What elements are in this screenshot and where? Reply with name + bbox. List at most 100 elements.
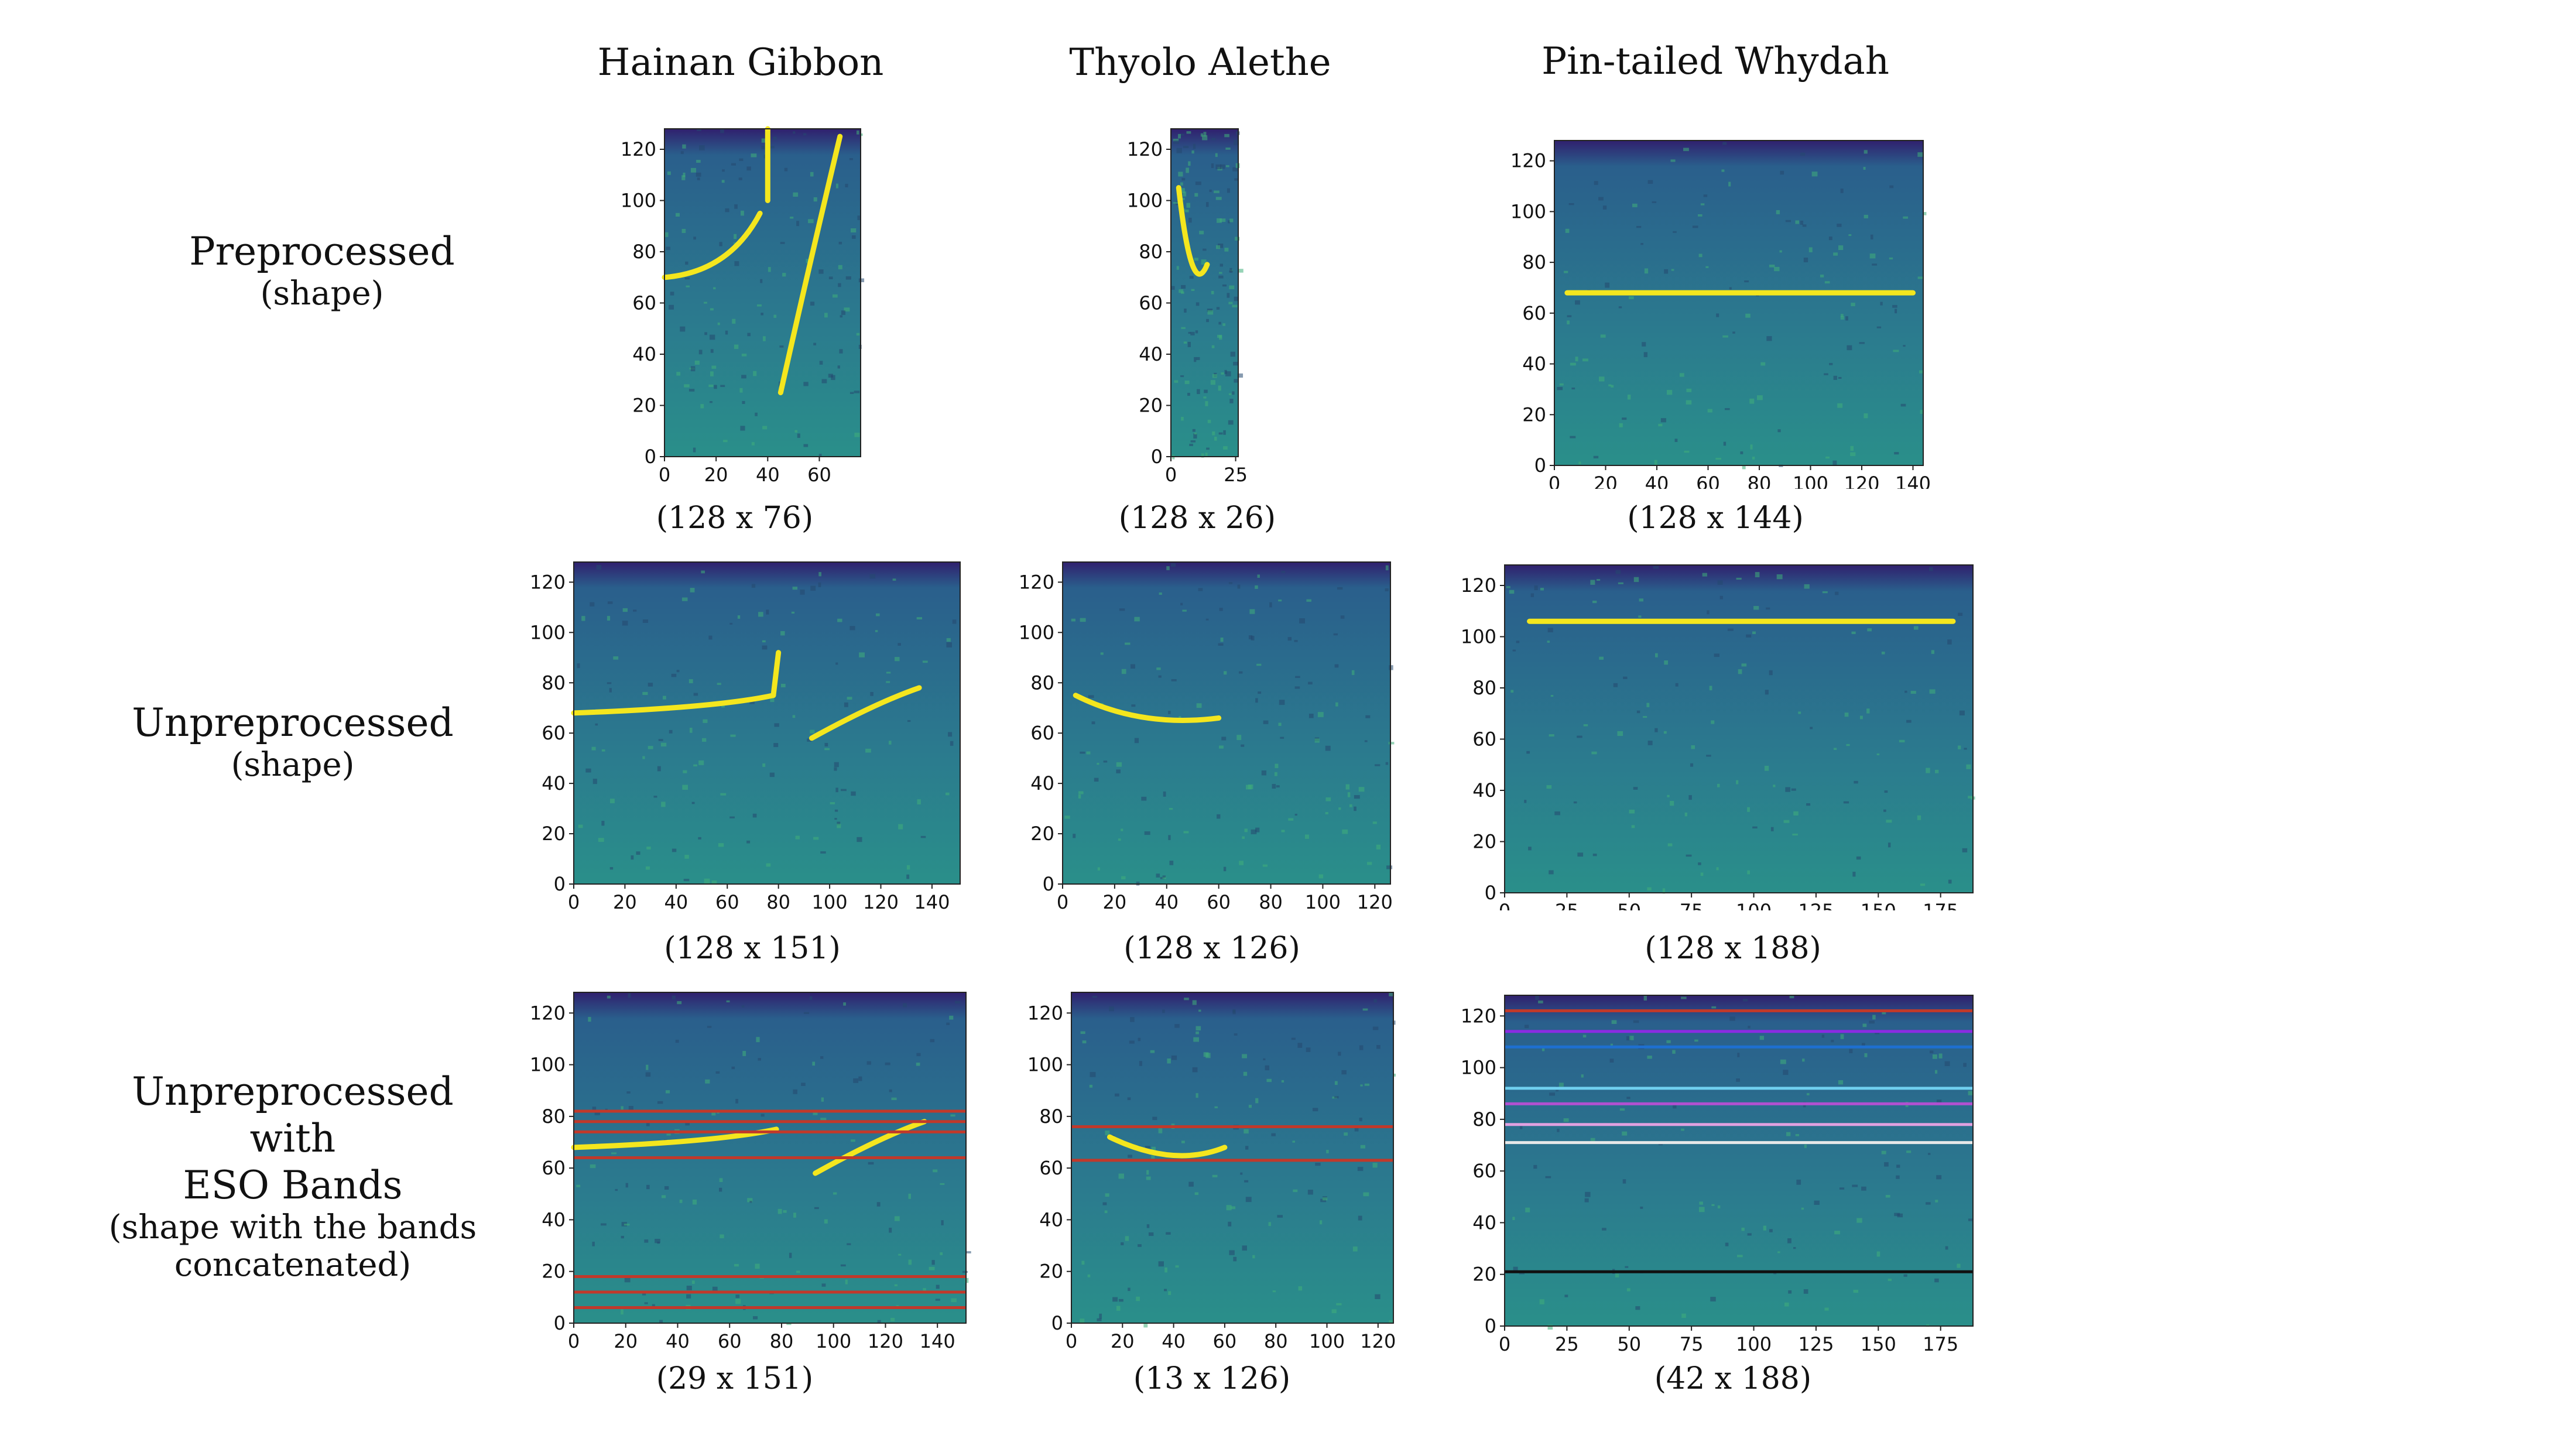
noise-speck [761,146,765,150]
noise-speck [645,1072,651,1077]
noise-speck [1189,443,1193,446]
noise-speck [1849,1049,1853,1054]
noise-speck [1265,1065,1270,1071]
noise-speck [834,767,837,771]
noise-speck [1716,313,1719,317]
noise-speck [940,1183,945,1185]
noise-speck [1660,418,1666,423]
noise-speck [820,1056,824,1059]
noise-speck [1594,181,1598,185]
x-tick-label: 50 [1617,1333,1641,1352]
noise-speck [1118,1173,1124,1179]
y-tick-label: 80 [1472,677,1496,699]
noise-speck [1195,181,1201,186]
noise-speck [1810,727,1813,729]
noise-speck [1121,828,1123,831]
noise-speck [1592,854,1597,857]
noise-speck [1363,1192,1369,1197]
x-tick-label: 120 [1844,472,1879,489]
noise-speck [870,691,873,696]
y-tick-label: 120 [1027,1002,1063,1024]
noise-speck [1934,1070,1938,1074]
noise-speck [1852,1184,1858,1187]
noise-speck [1633,787,1638,790]
y-tick-label: 120 [1019,571,1054,593]
noise-speck [1748,1026,1751,1029]
noise-speck [648,683,653,687]
noise-speck [796,1270,800,1273]
noise-speck [755,1263,760,1269]
noise-speck [1248,784,1253,789]
noise-speck [1223,446,1228,450]
noise-speck [1334,1096,1339,1099]
noise-speck [769,772,775,777]
noise-speck [890,1318,895,1322]
noise-speck [1233,1256,1237,1262]
noise-speck [1320,1198,1327,1203]
noise-speck [810,172,814,177]
noise-speck [1627,395,1631,400]
noise-speck [1773,785,1776,787]
noise-speck [1684,450,1690,453]
noise-speck [1229,1250,1235,1255]
noise-speck [1795,220,1800,224]
noise-speck [1294,813,1297,816]
noise-speck [661,1195,666,1198]
y-tick-label: 20 [1030,823,1054,845]
noise-speck [818,269,824,274]
noise-speck [1577,735,1582,738]
call-trace [1176,185,1210,277]
noise-speck [729,816,735,818]
noise-speck [715,1071,720,1074]
noise-speck [1929,689,1936,694]
noise-speck [1171,679,1177,681]
noise-speck [1236,735,1242,741]
noise-speck [1752,826,1758,829]
y-tick-label: 120 [530,1002,566,1024]
noise-speck [1119,608,1125,611]
y-tick-label: 100 [1019,621,1054,643]
noise-speck [1194,193,1198,197]
noise-speck [952,619,957,624]
noise-speck [1658,423,1663,427]
noise-speck [598,838,604,842]
y-tick-label: 40 [542,772,566,794]
noise-speck [1837,224,1842,227]
x-tick-label: 125 [1798,900,1834,910]
noise-speck [1163,791,1166,797]
noise-speck [1821,1034,1825,1038]
noise-speck [1749,398,1755,404]
noise-speck [1160,876,1164,879]
call-trace [813,1119,927,1176]
noise-speck [741,210,744,216]
noise-speck [1629,296,1634,299]
noise-speck [1078,794,1081,799]
shape-caption: (128 x 76) [656,501,814,536]
noise-speck [751,442,755,446]
noise-speck [742,1051,746,1056]
noise-speck [1336,1303,1342,1306]
x-tick-label: 0 [568,1330,580,1352]
y-tick-label: 100 [1461,626,1496,648]
noise-speck [686,1286,692,1290]
noise-speck [1613,683,1618,687]
noise-speck [1366,862,1372,865]
noise-speck [1279,700,1285,705]
noise-speck [891,1097,897,1101]
noise-speck [1785,787,1791,792]
x-tick-label: 175 [1923,900,1958,910]
noise-speck [1880,302,1883,306]
noise-speck [818,454,822,457]
x-tick-label: 140 [914,891,950,910]
noise-speck [1228,420,1234,425]
noise-speck [1229,218,1234,222]
noise-speck [1913,626,1919,630]
noise-speck [1233,362,1239,366]
noise-speck [1130,1017,1135,1022]
noise-speck [702,738,707,742]
noise-speck [1205,401,1208,406]
noise-speck [1904,690,1907,693]
noise-speck [810,729,815,734]
noise-speck [1776,210,1780,214]
noise-speck [1547,628,1553,633]
